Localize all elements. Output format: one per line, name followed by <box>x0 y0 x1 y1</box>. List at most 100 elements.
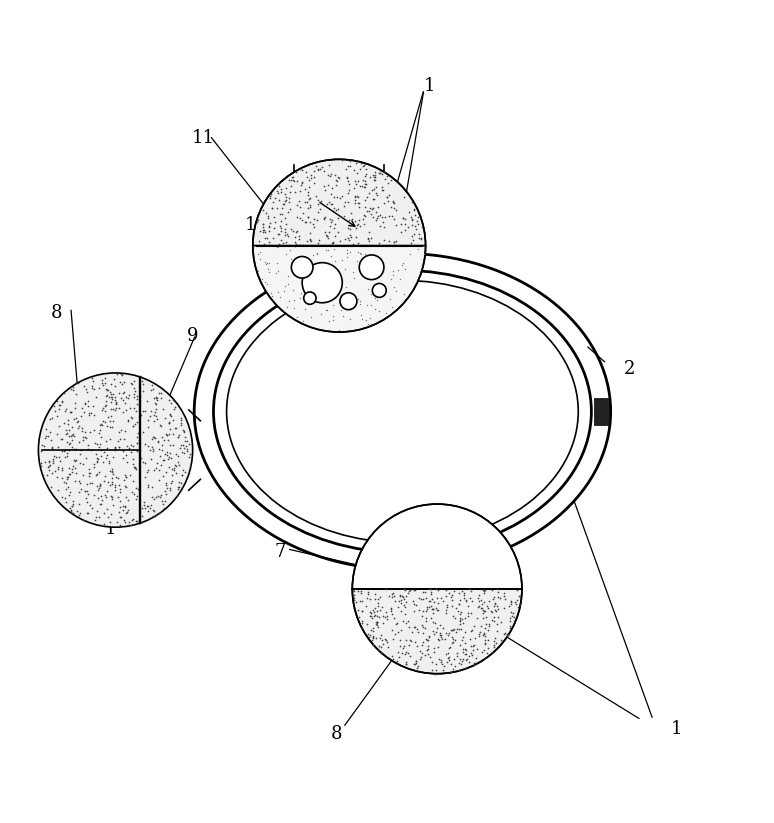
Point <box>378 220 390 233</box>
Point <box>471 611 483 625</box>
Point <box>457 592 470 605</box>
Point <box>331 174 344 188</box>
Point <box>132 426 145 439</box>
Point <box>336 189 348 202</box>
Point <box>327 299 339 312</box>
Point <box>87 488 100 501</box>
Point <box>128 417 141 430</box>
Point <box>385 591 398 604</box>
Point <box>262 209 275 222</box>
Point <box>95 449 108 463</box>
Point <box>98 475 111 488</box>
Point <box>316 272 328 285</box>
Point <box>99 399 111 412</box>
Point <box>343 177 355 190</box>
Point <box>399 223 412 236</box>
Point <box>80 495 93 509</box>
Point <box>294 184 307 198</box>
Point <box>93 481 105 495</box>
Point <box>490 636 502 649</box>
Point <box>253 246 265 259</box>
Point <box>380 612 392 625</box>
Point <box>60 477 72 490</box>
Point <box>126 412 139 425</box>
Point <box>176 439 189 452</box>
Point <box>460 653 472 667</box>
Point <box>66 500 78 513</box>
Point <box>128 461 141 474</box>
Point <box>505 609 518 622</box>
Point <box>100 394 112 407</box>
Point <box>149 396 161 409</box>
Point <box>305 310 317 323</box>
Point <box>454 653 467 666</box>
Point <box>400 658 413 671</box>
Point <box>473 630 485 643</box>
Point <box>92 484 104 497</box>
Point <box>364 606 376 619</box>
Point <box>296 176 308 189</box>
Point <box>373 305 385 318</box>
Point <box>324 220 336 233</box>
Point <box>81 386 94 399</box>
Point <box>136 374 149 388</box>
Point <box>361 233 374 246</box>
Point <box>92 491 104 504</box>
Point <box>335 298 348 311</box>
Point <box>80 492 93 505</box>
Point <box>107 414 119 427</box>
Point <box>351 189 363 202</box>
Point <box>86 382 98 395</box>
Point <box>115 369 128 382</box>
Point <box>131 489 143 502</box>
Point <box>450 625 462 639</box>
Point <box>502 599 515 612</box>
Point <box>122 441 135 454</box>
Point <box>457 586 470 599</box>
Point <box>475 646 488 659</box>
Point <box>148 504 160 518</box>
Point <box>320 263 332 277</box>
Point <box>104 421 116 434</box>
Point <box>131 416 143 429</box>
Point <box>162 434 174 447</box>
Point <box>93 466 105 479</box>
Point <box>368 170 381 184</box>
Point <box>118 375 130 388</box>
Point <box>105 391 118 404</box>
Point <box>379 172 392 185</box>
Point <box>416 609 429 622</box>
Point <box>91 452 103 465</box>
Point <box>96 418 108 431</box>
Point <box>280 191 293 204</box>
Point <box>303 253 315 267</box>
Point <box>145 404 157 417</box>
Point <box>415 593 427 606</box>
Point <box>95 404 108 417</box>
Point <box>365 609 377 622</box>
Point <box>426 607 439 620</box>
Point <box>428 645 440 658</box>
Point <box>159 495 171 508</box>
Point <box>352 237 365 250</box>
Point <box>343 184 355 197</box>
Point <box>343 213 355 226</box>
Point <box>389 281 401 294</box>
Point <box>359 248 372 261</box>
Point <box>98 517 110 530</box>
Point <box>320 244 332 257</box>
Point <box>420 633 433 646</box>
Point <box>350 596 362 609</box>
Point <box>108 388 120 401</box>
Point <box>407 204 420 217</box>
Point <box>120 439 132 453</box>
Point <box>88 408 101 421</box>
Point <box>63 467 76 481</box>
Point <box>314 194 327 207</box>
Point <box>440 600 453 613</box>
Point <box>426 624 439 637</box>
Point <box>82 443 94 456</box>
Point <box>440 607 453 620</box>
Point <box>60 450 73 463</box>
Point <box>368 602 381 615</box>
